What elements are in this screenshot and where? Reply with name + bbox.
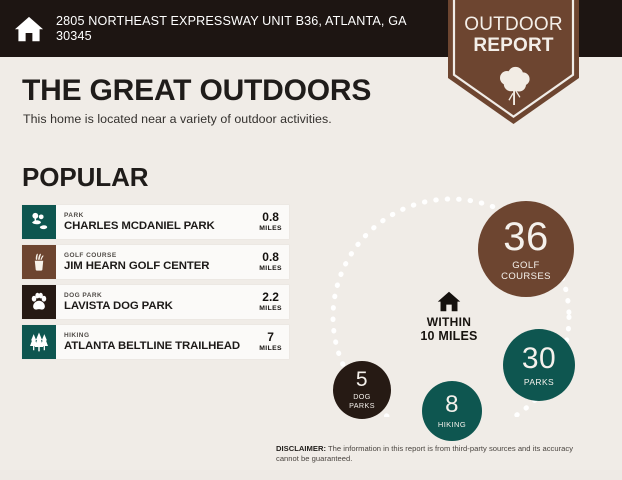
golf-icon bbox=[34, 253, 44, 271]
tree-icon bbox=[499, 66, 530, 105]
poi-icon-tile bbox=[22, 325, 56, 359]
bubble-golf-count: 36 bbox=[503, 214, 549, 259]
poi-name: LAVISTA DOG PARK bbox=[64, 300, 173, 312]
poi-category: DOG PARK bbox=[64, 292, 103, 299]
poi-distance-unit: MILES bbox=[259, 225, 282, 232]
bubble-dog-count: 5 bbox=[355, 368, 369, 392]
trees-icon bbox=[30, 332, 48, 352]
poi-icon-tile bbox=[22, 285, 56, 319]
poi-text-group: GOLF COURSE JIM HEARN GOLF CENTER bbox=[56, 245, 255, 279]
poi-distance-unit: MILES bbox=[259, 345, 282, 352]
property-address: 2805 NORTHEAST EXPRESSWAY UNIT B36, ATLA… bbox=[56, 13, 406, 44]
bubble-parks-count: 30 bbox=[521, 341, 557, 375]
poi-distance-group: 0.8 MILES bbox=[255, 205, 289, 239]
poi-distance-group: 0.8 MILES bbox=[255, 245, 289, 279]
bubble-hiking-count: 8 bbox=[445, 391, 459, 418]
paw-icon bbox=[31, 292, 47, 310]
bubble-dog-parks[interactable]: 5 DOG PARKS bbox=[333, 361, 391, 419]
poi-distance-value: 0.8 bbox=[262, 210, 279, 224]
poi-distance-group: 2.2 MILES bbox=[255, 285, 289, 319]
disclaimer: DISCLAIMER: The information in this repo… bbox=[276, 444, 594, 464]
poi-distance-unit: MILES bbox=[259, 305, 282, 312]
popular-heading: POPULAR bbox=[22, 162, 149, 192]
poi-icon-tile bbox=[22, 205, 56, 239]
center-within-label: WITHIN 10 MILES bbox=[394, 291, 504, 344]
poi-name: CHARLES MCDANIEL PARK bbox=[64, 220, 215, 232]
list-item[interactable]: PARK CHARLES MCDANIEL PARK 0.8 MILES bbox=[22, 205, 289, 239]
home-icon bbox=[14, 16, 44, 42]
bubble-golf-courses[interactable]: 36 GOLF COURSES bbox=[478, 201, 574, 297]
poi-distance-value: 2.2 bbox=[262, 290, 279, 304]
poi-distance-value: 7 bbox=[267, 330, 274, 344]
bubble-golf-label-2: COURSES bbox=[501, 270, 551, 282]
poi-category: HIKING bbox=[64, 332, 90, 339]
bubble-parks-label: PARKS bbox=[523, 376, 555, 387]
badge-shield-shape bbox=[448, 0, 579, 124]
poi-distance-value: 0.8 bbox=[262, 250, 279, 264]
bubble-hiking-label: HIKING bbox=[437, 420, 467, 429]
bubble-dog-label-1: DOG bbox=[353, 392, 371, 402]
page-subtitle: This home is located near a variety of o… bbox=[23, 112, 332, 126]
popular-poi-list: PARK CHARLES MCDANIEL PARK 0.8 MILES bbox=[22, 205, 289, 365]
within-line-2: 10 MILES bbox=[420, 329, 478, 343]
within-10-miles-infographic: 36 GOLF COURSES 30 PARKS 8 HIKING 5 DOG … bbox=[318, 137, 618, 441]
poi-distance-group: 7 MILES bbox=[255, 325, 289, 359]
outdoor-report-badge: OUTDOOR REPORT bbox=[448, 0, 579, 124]
bubble-dog-label-2: PARKS bbox=[349, 401, 375, 410]
bubble-dog-label: DOG PARKS bbox=[349, 393, 375, 410]
poi-text-group: DOG PARK LAVISTA DOG PARK bbox=[56, 285, 255, 319]
poi-distance-unit: MILES bbox=[259, 265, 282, 272]
poi-category: GOLF COURSE bbox=[64, 252, 117, 259]
disclaimer-text: The information in this report is from t… bbox=[276, 444, 574, 463]
list-item[interactable]: DOG PARK LAVISTA DOG PARK 2.2 MILES bbox=[22, 285, 289, 319]
park-icon bbox=[32, 212, 48, 230]
dotted-orbit-path bbox=[330, 196, 572, 417]
poi-icon-tile bbox=[22, 245, 56, 279]
bubble-golf-label-1: GOLF bbox=[512, 259, 540, 271]
poi-category: PARK bbox=[64, 212, 84, 219]
header-address-group: 2805 NORTHEAST EXPRESSWAY UNIT B36, ATLA… bbox=[14, 7, 434, 51]
footer-divider bbox=[0, 470, 622, 480]
list-item[interactable]: GOLF COURSE JIM HEARN GOLF CENTER 0.8 MI… bbox=[22, 245, 289, 279]
report-body: THE GREAT OUTDOORS This home is located … bbox=[0, 57, 622, 480]
poi-name: JIM HEARN GOLF CENTER bbox=[64, 260, 210, 272]
within-line-1: WITHIN bbox=[426, 315, 472, 329]
bubble-parks[interactable]: 30 PARKS bbox=[503, 329, 575, 401]
list-item[interactable]: HIKING ATLANTA BELTLINE TRAILHEAD 7 MILE… bbox=[22, 325, 289, 359]
poi-name: ATLANTA BELTLINE TRAILHEAD bbox=[64, 340, 241, 352]
bubble-hiking[interactable]: 8 HIKING bbox=[422, 381, 482, 441]
home-icon bbox=[437, 291, 461, 312]
page-title: THE GREAT OUTDOORS bbox=[22, 74, 372, 107]
poi-text-group: PARK CHARLES MCDANIEL PARK bbox=[56, 205, 255, 239]
disclaimer-label: DISCLAIMER: bbox=[276, 444, 326, 453]
poi-text-group: HIKING ATLANTA BELTLINE TRAILHEAD bbox=[56, 325, 255, 359]
bubble-golf-label: GOLF COURSES bbox=[501, 260, 551, 282]
